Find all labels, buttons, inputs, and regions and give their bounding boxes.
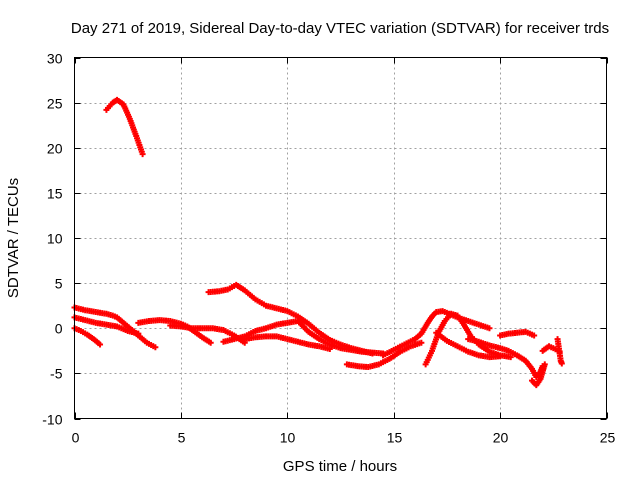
data-point [152, 344, 159, 351]
y-tick-label: 25 [47, 96, 63, 112]
series-arc-14 [465, 336, 546, 380]
y-tick-label: 20 [47, 141, 63, 157]
y-tick-label: -5 [50, 366, 63, 382]
y-tick-label: 30 [47, 51, 63, 67]
series-arc-18 [554, 336, 565, 367]
data-point [541, 361, 548, 368]
series-arc-15 [497, 328, 538, 339]
series-arc-13 [433, 329, 504, 361]
x-tick-label: 10 [280, 430, 296, 446]
y-tick-label: -10 [42, 412, 62, 428]
x-tick-label: 20 [493, 430, 509, 446]
series-arc-5 [71, 325, 104, 348]
series-arc-2 [205, 281, 376, 357]
y-tick-label: 5 [55, 276, 63, 292]
data-point [497, 353, 504, 360]
series-arc-1 [103, 96, 146, 158]
plot-frame [74, 57, 607, 419]
x-tick-label: 0 [72, 430, 80, 446]
chart-title: Day 271 of 2019, Sidereal Day-to-day VTE… [71, 20, 609, 37]
x-tick-labels: 0 5 10 15 20 25 [72, 430, 616, 446]
y-tick-label: 10 [47, 231, 63, 247]
data-point [558, 360, 565, 367]
data-point [486, 325, 493, 332]
grid [74, 57, 607, 419]
series-arc-11 [380, 308, 493, 359]
data-point [139, 151, 146, 158]
y-axis-label: SDTVAR / TECUs [5, 178, 22, 298]
data-point [207, 339, 214, 346]
x-tick-label: 15 [387, 430, 403, 446]
data-point [418, 339, 425, 346]
series-arc-9 [220, 318, 387, 357]
x-axis-label: GPS time / hours [283, 458, 397, 475]
series-arc-16 [529, 361, 548, 389]
data-point [531, 332, 538, 339]
x-tick-label: 25 [600, 430, 616, 446]
y-tick-label: 15 [47, 186, 63, 202]
data-point [135, 330, 142, 337]
series-arc-10 [343, 339, 425, 371]
y-tick-labels: -10 -5 0 5 10 15 20 25 30 [42, 51, 62, 428]
data-point [97, 341, 104, 348]
series-arc-4 [71, 314, 142, 337]
x-tick-label: 5 [178, 430, 186, 446]
data-point [507, 354, 514, 361]
y-tick-label: 0 [55, 321, 63, 337]
data-points [71, 96, 565, 389]
